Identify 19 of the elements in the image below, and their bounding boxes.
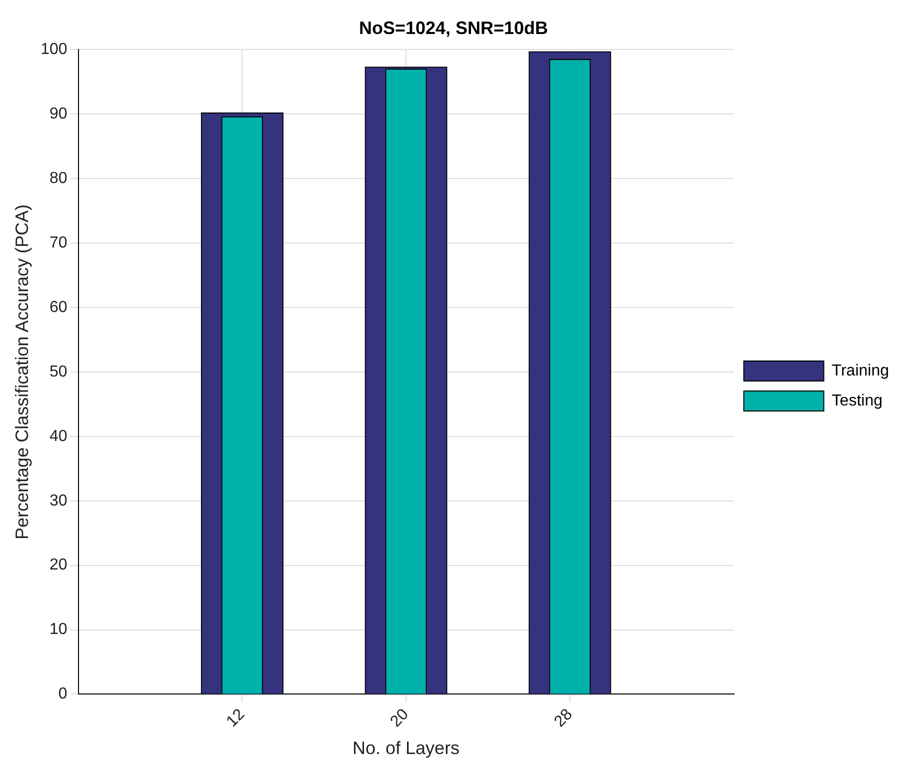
y-axis-title: Percentage Classification Accuracy (PCA)	[12, 204, 32, 540]
y-tick-label: 30	[50, 492, 68, 510]
x-tick-label: 12	[224, 706, 248, 731]
y-tick-label: 60	[50, 298, 68, 316]
legend-label: Testing	[832, 392, 882, 410]
y-tick-label: 20	[50, 556, 68, 574]
y-tick-label: 10	[50, 621, 68, 638]
y-tick-label: 90	[50, 105, 68, 122]
legend-label: Training	[832, 362, 890, 380]
x-axis-title: No. of Layers	[352, 738, 460, 758]
y-tick-label: 0	[58, 686, 68, 703]
y-tick-label: 70	[50, 234, 68, 252]
y-tick-label: 80	[50, 170, 68, 187]
y-tick-label: 100	[40, 41, 68, 58]
x-tick-label: 28	[551, 706, 576, 731]
y-tick-label: 40	[50, 428, 68, 445]
chart-title: NoS=1024, SNR=10dB	[358, 18, 548, 38]
y-tick-label: 50	[50, 363, 68, 380]
x-tick-label: 20	[387, 706, 412, 731]
